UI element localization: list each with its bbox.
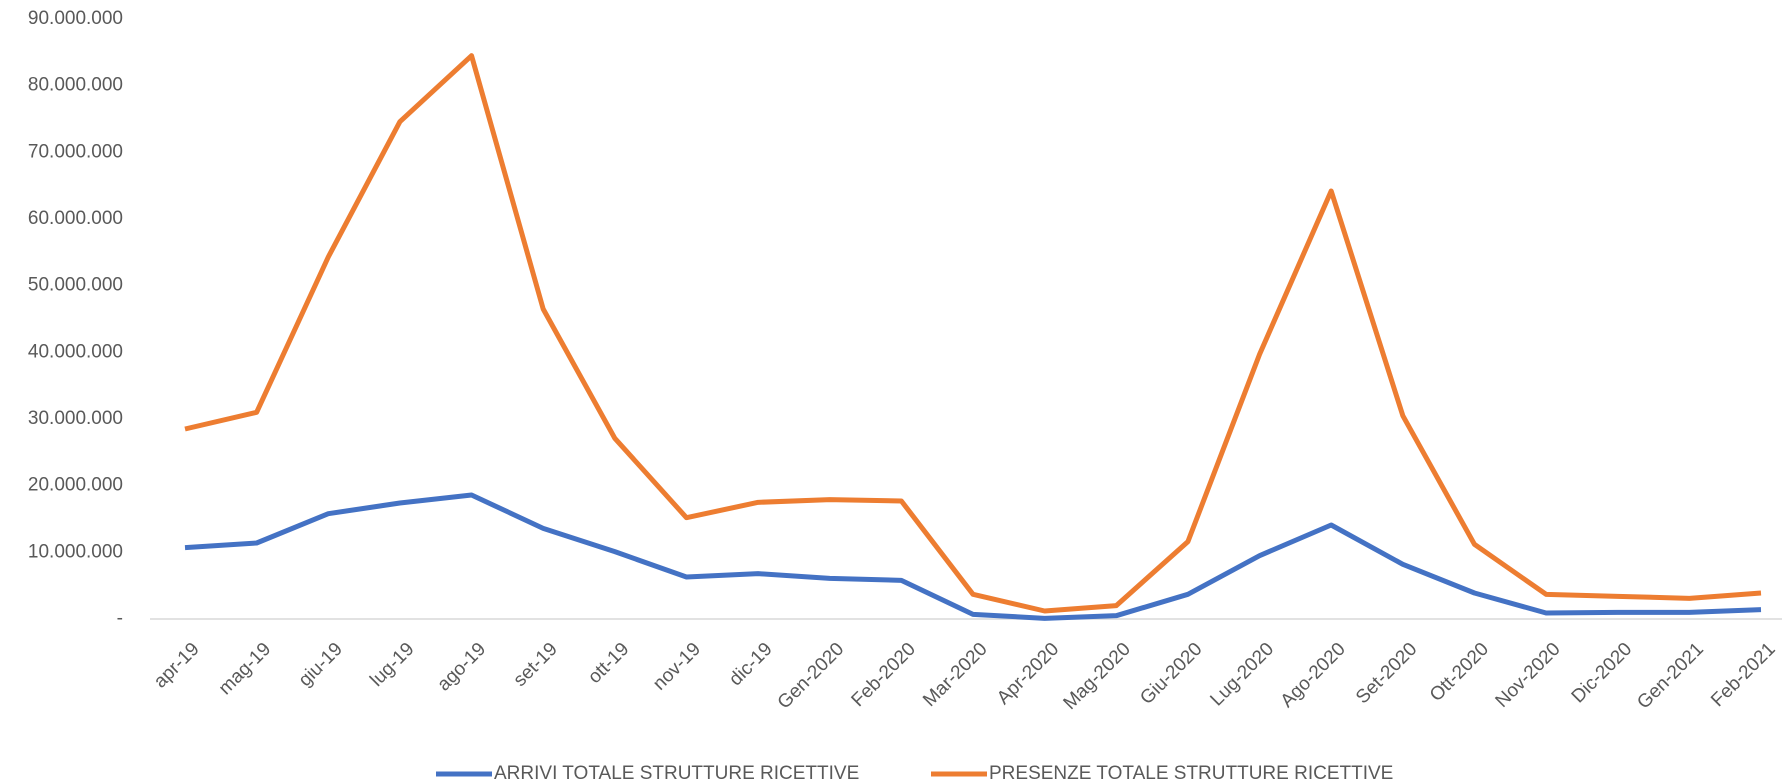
x-tick-label: Gen-2021 <box>1633 639 1708 714</box>
line <box>184 53 1762 614</box>
line <box>184 492 1762 621</box>
x-tick-label: giu-19 <box>295 639 347 691</box>
x-tick-label: Ago-2020 <box>1277 639 1350 712</box>
x-tick-label: Mag-2020 <box>1060 639 1135 714</box>
y-tick-label: 20.000.000 <box>28 475 123 496</box>
legend-label: ARRIVI TOTALE STRUTTURE RICETTIVE <box>494 763 859 783</box>
x-tick-label: ott-19 <box>584 639 633 688</box>
x-tick-label: lug-19 <box>366 639 418 691</box>
y-tick-label: 10.000.000 <box>28 541 123 562</box>
y-tick-label: 80.000.000 <box>28 75 123 96</box>
x-tick-label: Apr-2020 <box>993 639 1063 709</box>
x-tick-label: nov-19 <box>649 639 705 695</box>
x-tick-label: Ott-2020 <box>1426 639 1493 706</box>
x-tick-label: dic-19 <box>725 639 776 690</box>
y-tick-label: 30.000.000 <box>28 408 123 429</box>
x-tick-label: Gen-2020 <box>774 639 849 714</box>
y-tick-label: 70.000.000 <box>28 141 123 162</box>
x-tick-label: Set-2020 <box>1352 639 1421 708</box>
x-tick-label: Dic-2020 <box>1568 639 1637 708</box>
x-tick-label: Mar-2020 <box>919 639 991 711</box>
x-tick-label: set-19 <box>510 639 562 691</box>
x-tick-label: apr-19 <box>150 639 204 693</box>
y-tick-label: 90.000.000 <box>28 8 123 29</box>
x-tick-label: Lug-2020 <box>1207 639 1279 711</box>
legend-label: PRESENZE TOTALE STRUTTURE RICETTIVE <box>989 763 1393 783</box>
x-tick-label: Giu-2020 <box>1136 639 1206 709</box>
x-tick-label: Feb-2020 <box>848 639 920 711</box>
y-tick-label: 40.000.000 <box>28 341 123 362</box>
y-tick-label: 60.000.000 <box>28 208 123 229</box>
y-tick-label: - <box>117 608 123 629</box>
x-tick-label: Nov-2020 <box>1492 639 1565 712</box>
x-tick-label: Feb-2021 <box>1707 639 1779 711</box>
x-tick-label: ago-19 <box>433 639 490 696</box>
x-tick-label: mag-19 <box>215 639 275 699</box>
y-tick-label: 50.000.000 <box>28 275 123 296</box>
